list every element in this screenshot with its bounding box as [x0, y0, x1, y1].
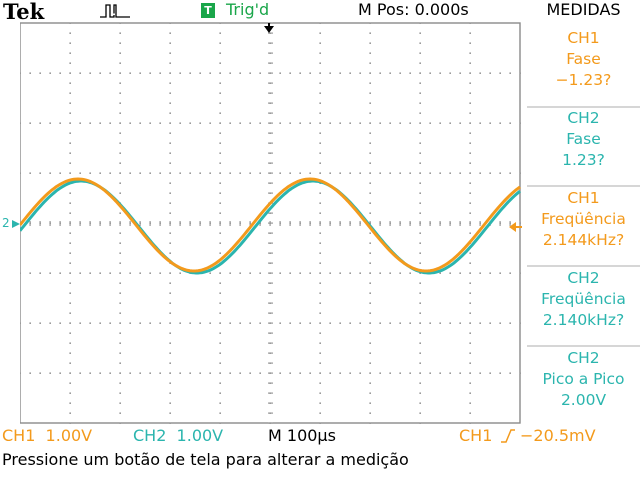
channel-readout-bar: CH1 1.00V CH2 1.00V M 100µs CH1 −20.5mV [0, 424, 640, 446]
ch2-ground-marker-label: 2 [2, 216, 10, 230]
timebase-readout: M 100µs [268, 426, 336, 445]
trigger-level-readout: −20.5mV [520, 426, 596, 445]
menu-item-measurement: Freqüência [541, 290, 626, 308]
menu-item-value: 1.23? [562, 151, 605, 169]
trigger-position-marker-icon [264, 23, 274, 33]
graticule-grid [20, 22, 521, 424]
menu-divider [527, 106, 640, 108]
menu-item-channel: CH2 [567, 269, 600, 287]
menu-item-measurement: Fase [566, 50, 601, 68]
run-pulse-icon [100, 4, 130, 18]
menu-item-value: 2.144kHz? [542, 231, 625, 249]
menu-item-channel: CH1 [567, 29, 600, 47]
menu-divider [527, 345, 640, 347]
trigger-level-marker-icon [509, 222, 522, 232]
menu-item-value: 2.00V [560, 391, 607, 409]
measurement-menu: CH1 Fase −1.23? CH2 Fase 1.23? CH1 Freqü… [524, 22, 640, 424]
status-message: Pressione um botão de tela para alterar … [2, 450, 409, 469]
menu-item-ch2-phase[interactable]: CH2 Fase 1.23? [527, 108, 640, 184]
top-status-bar: Tek T Trig'd M Pos: 0.000s MEDIDAS [0, 0, 640, 24]
menu-title: MEDIDAS [546, 0, 621, 19]
menu-item-measurement: Fase [566, 130, 601, 148]
menu-item-ch1-phase[interactable]: CH1 Fase −1.23? [527, 28, 640, 104]
ch2-scale-readout: CH2 1.00V [133, 426, 224, 445]
menu-item-ch2-frequency[interactable]: CH2 Freqüência 2.140kHz? [527, 268, 640, 344]
menu-item-channel: CH2 [567, 349, 600, 367]
menu-item-measurement: Freqüência [541, 210, 626, 228]
ch1-scale-readout: CH1 1.00V [2, 426, 93, 445]
menu-item-ch2-peak-to-peak[interactable]: CH2 Pico a Pico 2.00V [527, 348, 640, 424]
menu-divider [527, 265, 640, 267]
ch2-waveform [20, 179, 521, 275]
menu-item-value: −1.23? [555, 71, 612, 89]
menu-item-channel: CH2 [567, 109, 600, 127]
menu-item-ch1-frequency[interactable]: CH1 Freqüência 2.144kHz? [527, 188, 640, 264]
trigger-source-readout: CH1 [459, 426, 493, 445]
rising-edge-icon [501, 429, 515, 443]
menu-divider [527, 185, 640, 187]
ch1-waveform [20, 177, 521, 273]
ch2-ground-marker-icon [12, 220, 20, 228]
waveform-display [20, 22, 522, 424]
trigger-badge: T [201, 3, 215, 18]
brand-logo: Tek [3, 0, 45, 24]
menu-item-measurement: Pico a Pico [542, 370, 625, 388]
trigger-status: Trig'd [226, 0, 270, 19]
horizontal-position-readout: M Pos: 0.000s [358, 0, 469, 19]
menu-item-channel: CH1 [567, 189, 600, 207]
menu-item-value: 2.140kHz? [542, 311, 625, 329]
